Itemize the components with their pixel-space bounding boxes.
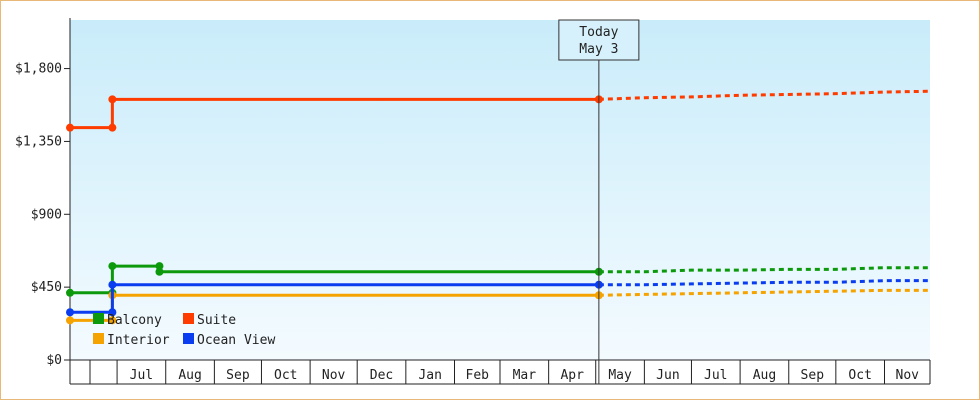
plot-area [70, 20, 930, 360]
y-tick-label: $1,800 [15, 62, 62, 77]
x-tick-label: Aug [753, 368, 776, 383]
legend-label-balcony: Balcony [107, 313, 162, 328]
y-tick-label: $0 [46, 353, 62, 368]
data-point-balcony [108, 262, 117, 271]
series-line-suite [70, 97, 599, 130]
x-tick-label: Apr [560, 368, 584, 383]
x-tick-label: Aug [178, 368, 201, 383]
series-projection-suite [598, 89, 931, 101]
x-tick-label: Jul [704, 368, 727, 383]
x-tick-label: Jul [130, 368, 153, 383]
x-tick-label: Feb [466, 368, 490, 383]
series-projection-balcony [598, 266, 930, 274]
series-projection-interior [598, 288, 930, 297]
today-date: May 3 [579, 42, 618, 57]
data-point-balcony [155, 267, 164, 276]
data-point-balcony [155, 262, 164, 271]
data-point-ocean-view [66, 308, 74, 317]
y-tick-label: $450 [31, 280, 62, 295]
x-tick-label: Dec [370, 368, 393, 383]
data-point-ocean-view [108, 308, 117, 317]
x-tick-label: Jun [656, 368, 679, 383]
x-tick-label: May [608, 368, 632, 383]
x-tick-label: Oct [848, 368, 871, 383]
x-tick-label: Sep [801, 368, 825, 383]
data-point-balcony [66, 288, 74, 297]
data-point-suite [108, 123, 117, 132]
series-line-balcony [70, 264, 599, 295]
x-tick-label: Sep [226, 368, 250, 383]
legend-label-suite: Suite [197, 313, 236, 328]
series-projection-ocean-view [598, 279, 930, 287]
y-tick-label: $900 [31, 207, 62, 222]
data-point-interior [108, 316, 117, 325]
legend-swatch-interior [93, 333, 104, 344]
data-point-suite [66, 123, 74, 132]
legend-swatch-balcony [93, 313, 104, 324]
data-point-ocean-view [108, 280, 117, 289]
x-tick-label: Nov [896, 368, 920, 383]
y-tick-label: $1,350 [15, 134, 62, 149]
x-tick-label: Jan [418, 368, 441, 383]
series-line-ocean-view [70, 283, 599, 314]
legend-swatch-ocean-view [183, 333, 194, 344]
legend-label-ocean-view: Ocean View [197, 333, 275, 348]
data-point-interior [66, 316, 74, 325]
today-box [558, 19, 640, 61]
x-tick-label: Oct [274, 368, 297, 383]
legend-swatch-suite [183, 313, 194, 324]
x-tick-label: Nov [322, 368, 346, 383]
x-tick-label: Mar [513, 368, 537, 383]
today-label: Today [579, 25, 618, 40]
data-point-suite [108, 95, 117, 104]
legend-label-interior: Interior [107, 333, 170, 348]
